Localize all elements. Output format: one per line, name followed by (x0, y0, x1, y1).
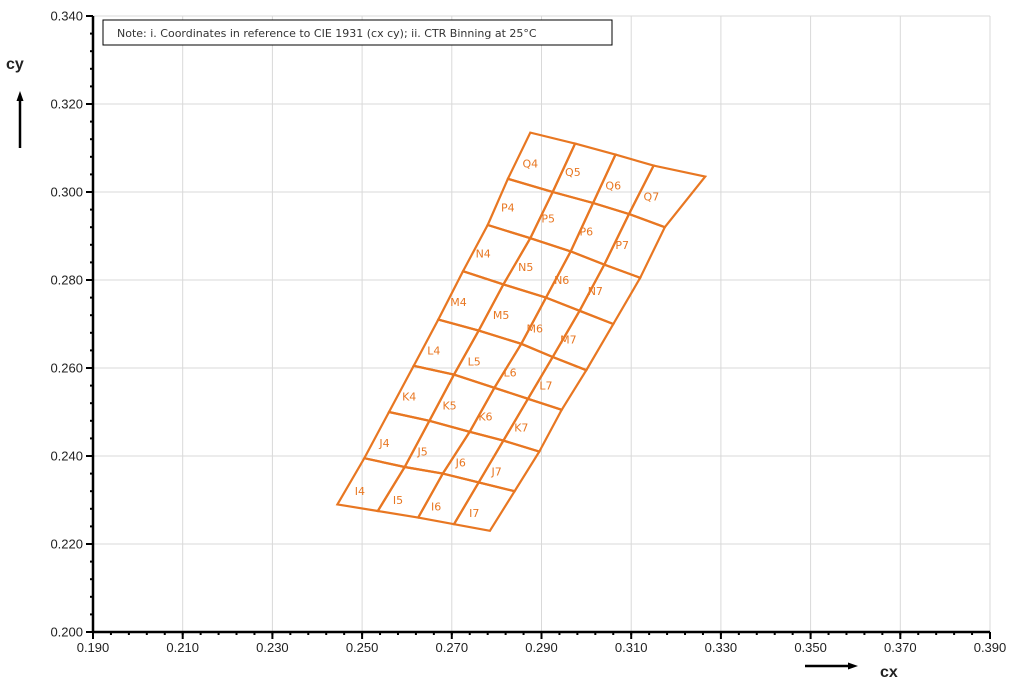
note-frame (102, 19, 613, 46)
x-axis-label: cx (880, 664, 898, 680)
x-tick-label: 0.210 (166, 640, 199, 655)
bin-label: Q7 (644, 190, 660, 203)
bin-label: K5 (442, 399, 456, 412)
right-arrow-icon (805, 662, 858, 670)
y-tick-label: 0.300 (50, 185, 83, 200)
bin-label: M4 (450, 296, 467, 309)
bin-label: L7 (539, 380, 552, 393)
bin-grid (335, 131, 708, 533)
bin-label: P7 (615, 239, 629, 252)
x-tick-label: 0.190 (77, 640, 110, 655)
y-tick-label: 0.200 (50, 625, 83, 640)
bin-label: L5 (468, 355, 481, 368)
bin-label: M7 (560, 333, 577, 346)
bin-label: L4 (427, 344, 440, 357)
bin-label: J5 (417, 446, 428, 459)
bin-label: P6 (580, 226, 594, 239)
axes (86, 15, 991, 639)
bin-label: I4 (355, 485, 365, 498)
bin-label: N6 (554, 274, 569, 287)
bin-label: N7 (588, 285, 603, 298)
bin-labels: I4 I5 I6 I7 J4 J5 J6 J7 K4 K5 K6 K7 L4 L5 L6 L7 M4 M5 M6 M7… (355, 157, 659, 520)
bin-label: M5 (493, 309, 510, 322)
tick-labels: 0.190 0.210 0.230 0.250 0.270 0.290 0.310 0.330… (50, 9, 1006, 656)
bin-label: K7 (514, 421, 528, 434)
x-axis-title: cx (805, 662, 898, 680)
bin-label: L6 (504, 366, 517, 379)
x-tick-label: 0.310 (615, 640, 648, 655)
y-tick-label: 0.340 (50, 9, 83, 24)
x-tick-label: 0.290 (525, 640, 558, 655)
note-box: Note: i. Coordinates in reference to CIE… (102, 19, 613, 46)
x-tick-label: 0.350 (794, 640, 827, 655)
bin-label: K6 (478, 410, 492, 423)
bin-label: K4 (402, 391, 416, 404)
y-tick-label: 0.240 (50, 449, 83, 464)
y-tick-label: 0.280 (50, 273, 83, 288)
bin-label: I7 (469, 507, 479, 520)
bin-q7 (627, 164, 708, 229)
y-axis-title: cy (6, 56, 24, 148)
x-tick-label: 0.250 (346, 640, 379, 655)
gridlines (92, 15, 991, 633)
x-tick-label: 0.370 (884, 640, 917, 655)
bin-label: Q6 (605, 179, 621, 192)
x-tick-label: 0.230 (256, 640, 289, 655)
bin-label: I6 (431, 501, 441, 514)
bin-label: J4 (378, 437, 389, 450)
y-axis-label: cy (6, 56, 24, 73)
bin-label: J7 (491, 465, 502, 478)
bin-label: P5 (541, 212, 555, 225)
x-tick-label: 0.390 (974, 640, 1007, 655)
bin-label: M6 (527, 322, 544, 335)
x-tick-label: 0.270 (436, 640, 469, 655)
up-arrow-icon (16, 91, 24, 148)
y-tick-label: 0.220 (50, 537, 83, 552)
y-tick-label: 0.320 (50, 97, 83, 112)
bin-label: N5 (518, 261, 533, 274)
bin-label: J6 (455, 457, 466, 470)
bin-label: Q5 (565, 166, 581, 179)
note-text: Note: i. Coordinates in reference to CIE… (117, 27, 537, 40)
x-tick-label: 0.330 (705, 640, 738, 655)
bin-label: I5 (393, 494, 403, 507)
bin-label: N4 (476, 248, 491, 261)
bin-label: Q4 (522, 157, 538, 170)
bin-label: P4 (501, 201, 515, 214)
y-tick-label: 0.260 (50, 361, 83, 376)
